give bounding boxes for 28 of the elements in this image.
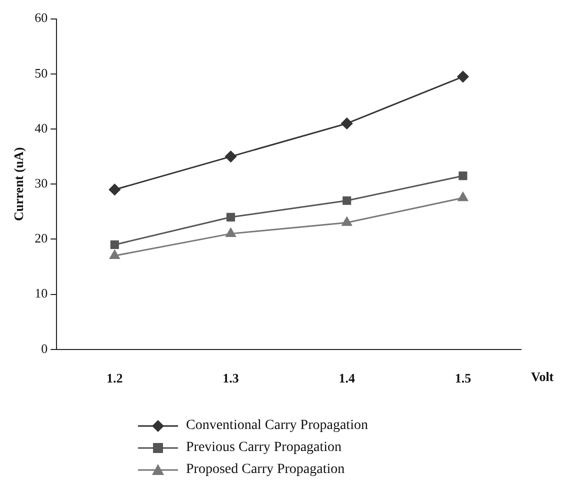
y-tick-label: 50: [34, 65, 48, 80]
y-tick-label: 40: [34, 120, 48, 136]
point: [458, 192, 468, 202]
point: [110, 240, 119, 249]
y-tick-label: 20: [34, 230, 48, 246]
y-tick-label: 30: [34, 176, 48, 191]
y-tick-label: 10: [34, 286, 48, 301]
y-axis-title: Current (uA): [11, 147, 26, 221]
point: [458, 172, 468, 180]
x-tick-label: 1.4: [338, 370, 356, 386]
point: [226, 212, 236, 222]
point: [110, 250, 120, 259]
x-tick-label: 1.5: [454, 370, 472, 386]
x-axis-title: Volt: [531, 368, 554, 384]
legend-label: Conventional Carry Propagation: [186, 418, 368, 434]
point: [108, 184, 120, 196]
point: [341, 118, 353, 130]
x-tick-label: 1.2: [106, 370, 123, 386]
legend-label: Proposed Carry Propagation: [186, 462, 345, 478]
point: [342, 196, 352, 205]
y-tick-label: 0: [41, 340, 48, 356]
y-tick-label: 60: [34, 10, 48, 26]
point: [457, 70, 469, 82]
point: [226, 228, 236, 237]
x-tick-label: 1.3: [222, 370, 240, 386]
point: [225, 150, 236, 162]
point: [342, 216, 352, 226]
legend-label: Previous Carry Propagation: [186, 440, 342, 456]
